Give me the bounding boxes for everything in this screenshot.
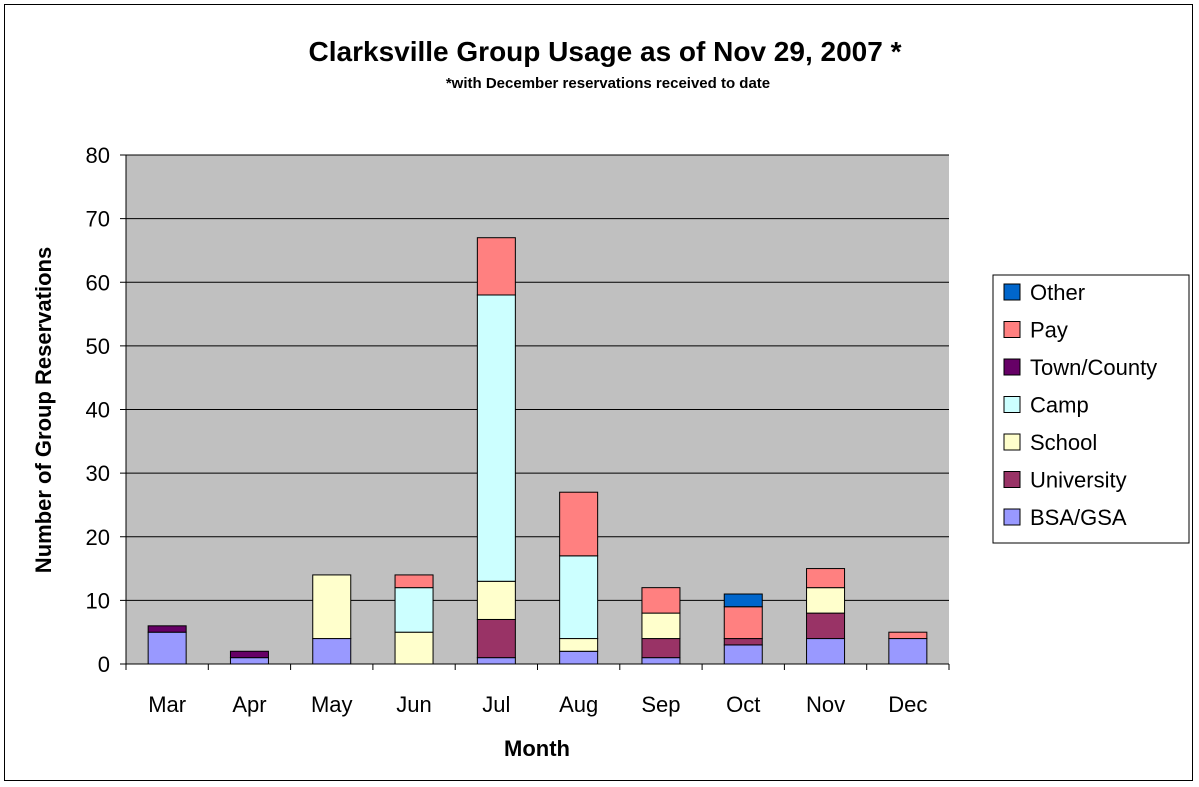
legend-label: University [1030,468,1127,493]
y-tick-label: 80 [86,143,110,168]
bar-segment-town-county-apr [229,650,269,659]
bar-segment-bsa-gsa-aug [559,650,599,665]
legend: Other Pay Town/County Camp School University B… [992,274,1190,544]
y-tick-label: 0 [98,652,110,677]
bar-segment-pay-aug [559,491,599,557]
bar-segment-camp-jul [476,294,516,582]
y-tick-label: 50 [86,334,110,359]
bar-segment-camp-aug [559,555,599,640]
bar-segment-bsa-gsa-jul [476,657,516,665]
legend-box [992,274,1190,544]
bar-segment-other-oct [723,593,763,608]
bar-segment-school-jun [394,631,434,665]
bar-segment-bsa-gsa-sep [641,657,681,665]
bar-segment-school-jul [476,580,516,620]
x-axis-label: Month [504,736,570,761]
bar-segment-university-oct [723,638,763,646]
y-tick-labels: 0 10 20 30 40 50 60 70 80 [86,143,126,677]
bar-segment-university-sep [641,638,681,659]
legend-swatch [1003,508,1021,526]
bar-segment-pay-jul [476,237,516,296]
y-tick-label: 20 [86,525,110,550]
bar-segment-bsa-gsa-mar [147,631,187,665]
legend-label: Camp [1030,393,1089,418]
y-tick-label: 70 [86,207,110,232]
y-tick-label: 60 [86,270,110,295]
legend-label: School [1030,430,1097,455]
bar-segment-university-nov [806,612,846,640]
legend-swatch [1003,321,1021,338]
bar-segment-town-county-mar [147,625,187,633]
bar-segment-bsa-gsa-may [312,638,352,665]
chart-subtitle: *with December reservations received to … [446,75,770,92]
bar-segment-bsa-gsa-apr [229,657,269,665]
bar-segment-school-may [312,574,352,640]
legend-swatch [1003,283,1021,301]
bar-segment-pay-oct [723,606,763,640]
stacked-bar-chart: Clarksville Group Usage as of Nov 29, 20… [31,36,1190,761]
x-tick-label: Oct [726,692,760,717]
bar-segment-school-nov [806,587,846,614]
x-tick-label: May [311,692,353,717]
bar-segment-pay-jun [394,574,434,589]
x-tick-label: Apr [232,692,266,717]
bar-segment-pay-sep [641,587,681,614]
bar-segment-bsa-gsa-nov [806,638,846,665]
x-tick-label: Nov [806,692,845,717]
bars [147,237,928,665]
y-tick-label: 10 [86,588,110,613]
bar-segment-university-jul [476,618,516,659]
bar-segment-bsa-gsa-oct [723,644,763,665]
legend-label: Town/County [1030,355,1157,380]
x-tick-label: Mar [148,692,186,717]
chart-title: Clarksville Group Usage as of Nov 29, 20… [309,36,902,67]
x-tick-label: Sep [641,692,680,717]
legend-swatch [1003,433,1021,451]
y-tick-label: 40 [86,398,110,423]
x-tick-label: Jul [482,692,510,717]
bar-segment-pay-nov [806,568,846,589]
legend-swatch [1003,471,1021,488]
legend-label: Other [1030,280,1085,305]
bar-segment-school-sep [641,612,681,640]
y-axis-label: Number of Group Reservations [31,247,56,573]
x-tick-label: Jun [396,692,431,717]
x-tick-label: Dec [888,692,927,717]
gridlines [126,154,949,601]
x-tick-labels: Mar Apr May Jun Jul Aug Sep Oct Nov Dec [148,692,927,717]
bar-segment-camp-jun [394,587,434,633]
y-tick-label: 30 [86,461,110,486]
legend-swatch [1003,396,1021,413]
bar-segment-pay-dec [888,631,928,640]
x-tick-label: Aug [559,692,598,717]
legend-label: BSA/GSA [1030,505,1127,530]
bar-segment-school-aug [559,638,599,652]
legend-swatch [1003,358,1021,376]
chart-frame: Clarksville Group Usage as of Nov 29, 20… [4,4,1193,781]
bar-segment-bsa-gsa-dec [888,638,928,665]
legend-label: Pay [1030,318,1068,343]
